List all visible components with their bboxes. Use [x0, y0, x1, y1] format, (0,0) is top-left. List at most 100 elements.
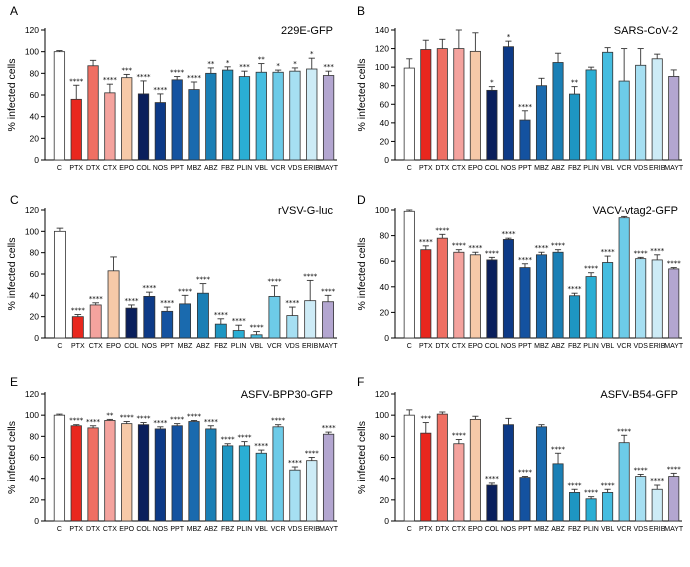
panel-letter: A: [10, 4, 18, 18]
bar-plin: [585, 69, 597, 161]
x-tick-label: PTX: [419, 165, 433, 172]
bar-nos: [502, 239, 514, 339]
bar-col: [486, 89, 498, 161]
significance-label: ****: [120, 414, 135, 422]
bar-fbz: [569, 295, 581, 339]
x-tick-label: MBZ: [534, 165, 550, 172]
x-tick-label: COL: [124, 343, 139, 350]
panel-title: SARS-CoV-2: [614, 25, 678, 37]
bar-ctx: [453, 48, 465, 161]
x-tick-label: MBZ: [178, 343, 194, 350]
x-tick-label: NOS: [153, 526, 169, 533]
y-tick-label: 80: [30, 68, 40, 78]
significance-label: ****: [170, 69, 185, 77]
significance-label: ****: [69, 417, 84, 425]
x-tick-label: ERIB: [304, 526, 321, 533]
bar-dtx: [436, 413, 448, 522]
significance-label: ****: [214, 311, 229, 319]
x-tick-label: PLIN: [231, 343, 247, 350]
panel-title: ASFV-B54-GFP: [600, 389, 678, 401]
y-axis-label: % infected cells: [356, 421, 368, 494]
x-tick-label: PLIN: [583, 165, 599, 172]
bar-nos: [502, 46, 514, 161]
significance-label: **: [571, 79, 579, 87]
x-tick-label: VBL: [255, 165, 268, 172]
x-tick-label: PPT: [518, 526, 532, 533]
x-tick-label: CTX: [103, 165, 117, 172]
bar-fbz: [222, 69, 234, 161]
panel-letter: B: [357, 4, 365, 18]
x-tick-label: VBL: [601, 343, 614, 350]
x-tick-label: C: [407, 165, 412, 172]
y-tick-label: 40: [380, 118, 390, 128]
bar-ppt: [519, 477, 531, 522]
x-tick-label: NOS: [142, 343, 158, 350]
bar-nos: [502, 424, 514, 522]
x-tick-label: MBZ: [187, 526, 203, 533]
y-tick-label: 120: [375, 389, 389, 399]
bar-fbz: [569, 492, 581, 522]
x-tick-label: NOS: [501, 526, 517, 533]
bar-abz: [196, 292, 209, 339]
x-tick-label: VDS: [633, 526, 648, 533]
significance-label: ***: [121, 66, 132, 74]
bar-c: [53, 230, 66, 339]
significance-label: ****: [303, 272, 318, 280]
x-tick-label: VCR: [617, 343, 632, 350]
x-tick-label: VCR: [271, 165, 286, 172]
x-tick-label: FBZ: [568, 343, 582, 350]
bar-epo: [107, 270, 120, 339]
y-tick-label: 60: [380, 256, 390, 266]
significance-label: ****: [71, 307, 86, 315]
significance-label: ****: [650, 477, 665, 485]
y-tick-label: 60: [30, 90, 40, 100]
x-tick-label: PPT: [170, 165, 184, 172]
bar-vbl: [255, 452, 267, 522]
bar-ptx: [70, 425, 82, 522]
significance-label: ****: [650, 247, 665, 255]
bar-mayt: [322, 433, 335, 522]
x-tick-label: DTX: [435, 526, 449, 533]
y-tick-label: 120: [375, 44, 389, 54]
significance-label: ****: [204, 418, 219, 426]
x-tick-label: ERIB: [302, 343, 319, 350]
y-tick-label: 0: [34, 333, 39, 343]
bar-abz: [205, 428, 217, 522]
significance-label: ****: [137, 73, 152, 81]
x-tick-label: PTX: [71, 343, 85, 350]
significance-label: ****: [196, 276, 211, 284]
x-tick-label: PTX: [419, 526, 433, 533]
bar-mayt: [668, 476, 680, 522]
significance-label: ****: [518, 256, 533, 264]
x-tick-label: VDS: [285, 343, 300, 350]
significance-label: ****: [435, 226, 450, 234]
y-tick-label: 120: [25, 205, 39, 215]
x-tick-label: ABZ: [551, 343, 565, 350]
x-tick-label: CTX: [452, 526, 466, 533]
x-tick-label: VCR: [267, 343, 282, 350]
bar-vbl: [250, 334, 263, 339]
bar-c: [403, 67, 415, 161]
bar-ptx: [420, 249, 432, 339]
y-tick-label: 100: [25, 47, 39, 57]
panel-title: rVSV-G-luc: [278, 205, 334, 217]
bar-dtx: [436, 48, 448, 161]
bar-col: [137, 93, 150, 161]
x-tick-label: VCR: [617, 165, 632, 172]
x-tick-label: VBL: [601, 526, 614, 533]
x-tick-label: VDS: [633, 165, 648, 172]
bar-dtx: [436, 237, 448, 339]
significance-label: ****: [617, 427, 632, 435]
x-tick-label: COL: [136, 165, 151, 172]
y-tick-label: 100: [25, 226, 39, 236]
bar-vcr: [618, 217, 630, 339]
significance-label: ****: [170, 416, 185, 424]
y-tick-label: 80: [30, 431, 40, 441]
significance-label: ****: [568, 481, 583, 489]
significance-label: ****: [142, 284, 157, 292]
x-tick-label: VCR: [617, 526, 632, 533]
bar-col: [125, 307, 138, 339]
y-tick-label: 80: [30, 248, 40, 258]
bar-vds: [289, 70, 301, 161]
x-tick-label: VDS: [633, 343, 648, 350]
